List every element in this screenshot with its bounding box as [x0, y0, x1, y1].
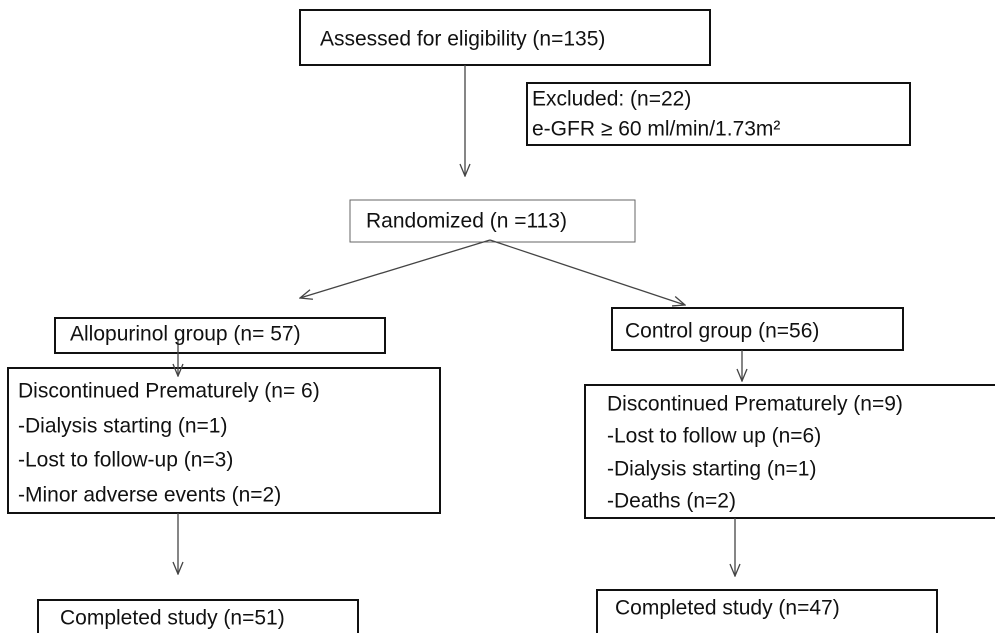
node-text: Randomized (n =113) [366, 210, 567, 233]
node-text: -Dialysis starting (n=1) [607, 458, 816, 481]
box-control [611, 307, 904, 351]
node-text: Excluded: (n=22) [532, 88, 691, 111]
box-discontinued-left [7, 367, 441, 514]
box-assessed [299, 9, 711, 66]
node-text: Discontinued Prematurely (n= 6) [18, 380, 320, 403]
box-completed-left [37, 599, 359, 633]
node-text: Control group (n=56) [625, 320, 819, 343]
arrow [300, 239, 491, 298]
box-excluded [526, 82, 911, 146]
node-text: -Lost to follow up (n=6) [607, 425, 821, 448]
arrow [489, 239, 685, 305]
node-text: -Dialysis starting (n=1) [18, 415, 227, 438]
node-text: Completed study (n=51) [60, 607, 285, 630]
node-text: -Minor adverse events (n=2) [18, 484, 281, 507]
node-text: Discontinued Prematurely (n=9) [607, 393, 903, 416]
box-completed-right [596, 589, 938, 633]
node-text: -Lost to follow-up (n=3) [18, 449, 233, 472]
node-text: e-GFR ≥ 60 ml/min/1.73m² [532, 118, 780, 141]
box-randomized [349, 199, 636, 243]
node-text: -Deaths (n=2) [607, 490, 736, 513]
node-text: Allopurinol group (n= 57) [70, 323, 301, 346]
node-text: Assessed for eligibility (n=135) [320, 28, 605, 51]
box-discontinued-right [584, 384, 995, 519]
node-text: Completed study (n=47) [615, 597, 840, 620]
box-allopurinol [54, 317, 386, 354]
